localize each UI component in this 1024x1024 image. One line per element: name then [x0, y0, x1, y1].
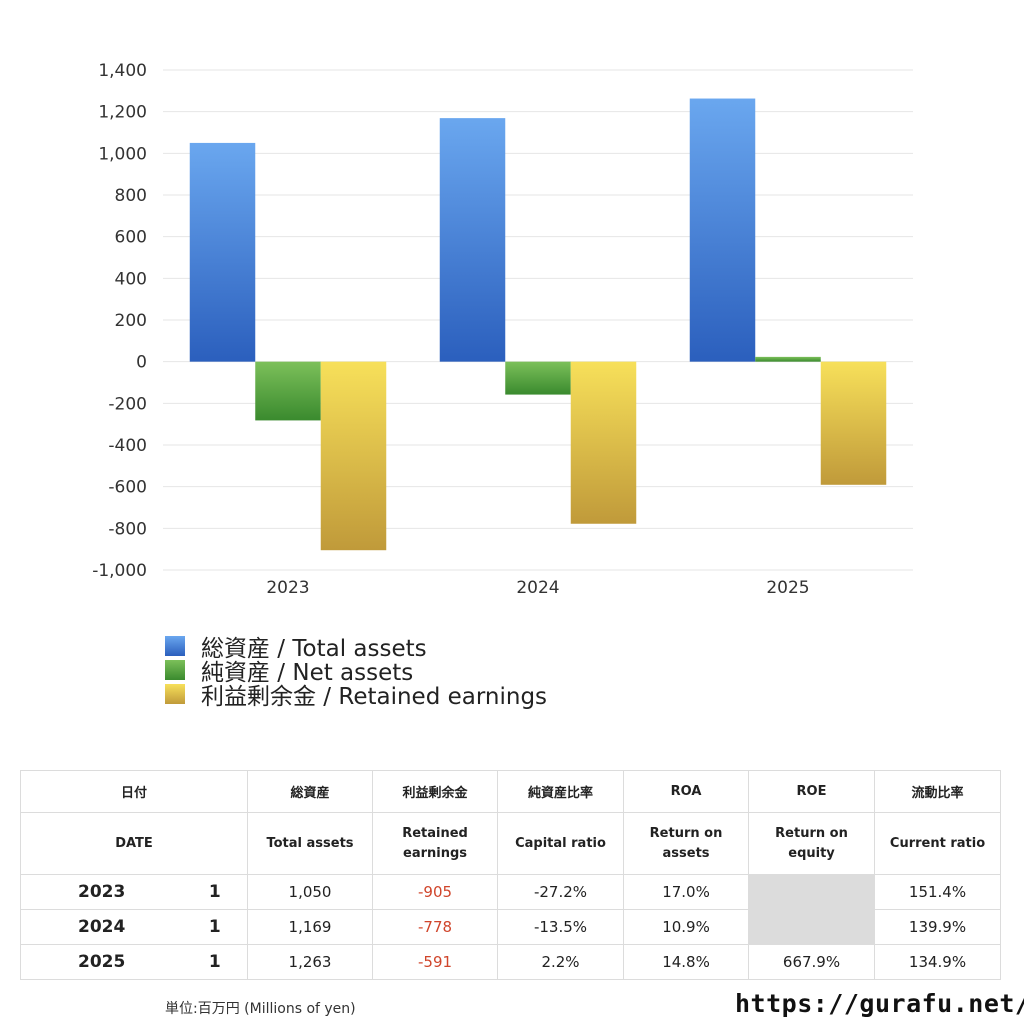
row-retained: -591 — [372, 944, 499, 980]
row-current-ratio: 151.4% — [874, 874, 1002, 910]
y-tick-label: 1,400 — [98, 61, 147, 81]
legend-item-total-assets: 総資産 / Total assets — [165, 634, 547, 662]
bar-retained-earnings-2024 — [570, 361, 637, 524]
row-year: 2025 — [20, 944, 183, 980]
bar-total-assets-2025 — [689, 98, 756, 362]
row-roe — [748, 874, 876, 910]
bar-net-assets-2023 — [255, 361, 321, 421]
row-total-assets: 1,169 — [247, 909, 374, 945]
x-tick-label: 2024 — [516, 578, 559, 598]
row-count: 1 — [182, 874, 249, 910]
header-current-ratio-jp: 流動比率 — [874, 770, 1002, 813]
row-roe — [748, 909, 876, 945]
row-total-assets: 1,050 — [247, 874, 374, 910]
row-current-ratio: 134.9% — [874, 944, 1002, 980]
header-current-ratio-en: Current ratio — [874, 812, 1002, 875]
row-capital-ratio: 2.2% — [497, 944, 625, 980]
legend-item-net-assets: 純資産 / Net assets — [165, 658, 547, 686]
header-capital-ratio-jp: 純資産比率 — [497, 770, 625, 813]
row-current-ratio: 139.9% — [874, 909, 1002, 945]
legend-label: 利益剰余金 / Retained earnings — [201, 684, 548, 710]
row-roa: 10.9% — [623, 909, 750, 945]
header-roe-en: Return on equity — [748, 812, 876, 875]
chart-legend: 総資産 / Total assets 純資産 / Net assets 利益剰余… — [165, 634, 547, 710]
row-total-assets: 1,263 — [247, 944, 374, 980]
header-roe-en-text: Return on equity — [775, 825, 848, 861]
header-total-assets-jp: 総資産 — [247, 770, 374, 813]
bar-total-assets-2023 — [189, 142, 256, 362]
legend-swatch-total-assets — [165, 636, 185, 656]
y-tick-label: 600 — [115, 228, 147, 248]
legend-label: 総資産 / Total assets — [201, 636, 427, 662]
y-tick-label: -1,000 — [92, 561, 147, 581]
row-roe: 667.9% — [748, 944, 876, 980]
row-retained: -905 — [372, 874, 499, 910]
row-roa: 14.8% — [623, 944, 750, 980]
table-header-en: DATE Total assets Retained earnings Capi… — [19, 812, 1002, 875]
y-tick-label: 800 — [115, 186, 147, 206]
legend-label: 純資産 / Net assets — [201, 660, 414, 686]
table-row: 2023 1 1,050 -905 -27.2% 17.0% 151.4% — [20, 874, 1002, 910]
y-tick-label: 200 — [115, 311, 147, 331]
row-capital-ratio: -13.5% — [497, 909, 625, 945]
financial-summary-table: 日付 総資産 利益剰余金 純資産比率 ROA ROE 流動比率 DATE Tot… — [19, 770, 1002, 980]
x-tick-label: 2023 — [266, 578, 309, 598]
header-retained-en-text: Retained earnings — [402, 825, 468, 861]
header-retained-en: Retained earnings — [372, 812, 499, 875]
row-count: 1 — [182, 909, 249, 945]
legend-swatch-net-assets — [165, 660, 185, 680]
y-tick-label: 1,200 — [98, 103, 147, 123]
bar-chart: 1,400 1,200 1,000 800 600 400 200 0 -200 -400 -600… — [92, 61, 913, 598]
legend-item-retained-earnings: 利益剰余金 / Retained earnings — [165, 682, 547, 710]
row-retained: -778 — [372, 909, 499, 945]
bar-total-assets-2024 — [439, 118, 506, 362]
row-year: 2023 — [20, 874, 183, 910]
y-tick-label: -200 — [108, 394, 147, 414]
table-row: 2025 1 1,263 -591 2.2% 14.8% 667.9% 134.… — [20, 944, 1002, 980]
header-roe-jp: ROE — [748, 770, 876, 813]
bar-net-assets-2024 — [505, 361, 571, 395]
y-tick-label: 0 — [136, 353, 147, 373]
header-total-assets-en: Total assets — [247, 812, 374, 875]
row-capital-ratio: -27.2% — [497, 874, 625, 910]
table-header-jp: 日付 総資産 利益剰余金 純資産比率 ROA ROE 流動比率 — [19, 770, 1002, 813]
header-roa-jp: ROA — [623, 770, 750, 813]
y-tick-label: -600 — [108, 478, 147, 498]
header-date-jp: 日付 — [19, 770, 249, 813]
bar-retained-earnings-2025 — [820, 361, 887, 485]
legend-swatch-retained-earnings — [165, 684, 185, 704]
row-roa: 17.0% — [623, 874, 750, 910]
y-tick-label: 400 — [115, 269, 147, 289]
x-tick-label: 2025 — [766, 578, 809, 598]
row-year: 2024 — [20, 909, 183, 945]
y-tick-label: -400 — [108, 436, 147, 456]
header-roa-en: Return on assets — [623, 812, 750, 875]
header-capital-ratio-en: Capital ratio — [497, 812, 625, 875]
y-tick-label: 1,000 — [98, 144, 147, 164]
unit-note: 単位:百万円 (Millions of yen) — [165, 1001, 356, 1017]
header-retained-jp: 利益剰余金 — [372, 770, 499, 813]
y-tick-label: -800 — [108, 519, 147, 539]
bar-retained-earnings-2023 — [320, 361, 387, 551]
header-date-en: DATE — [19, 812, 249, 875]
row-count: 1 — [182, 944, 249, 980]
site-url: https://gurafu.net/ — [735, 989, 1024, 1018]
header-roa-en-text: Return on assets — [649, 825, 723, 861]
table-row: 2024 1 1,169 -778 -13.5% 10.9% 139.9% — [20, 909, 1002, 945]
bar-net-assets-2025 — [755, 356, 821, 362]
